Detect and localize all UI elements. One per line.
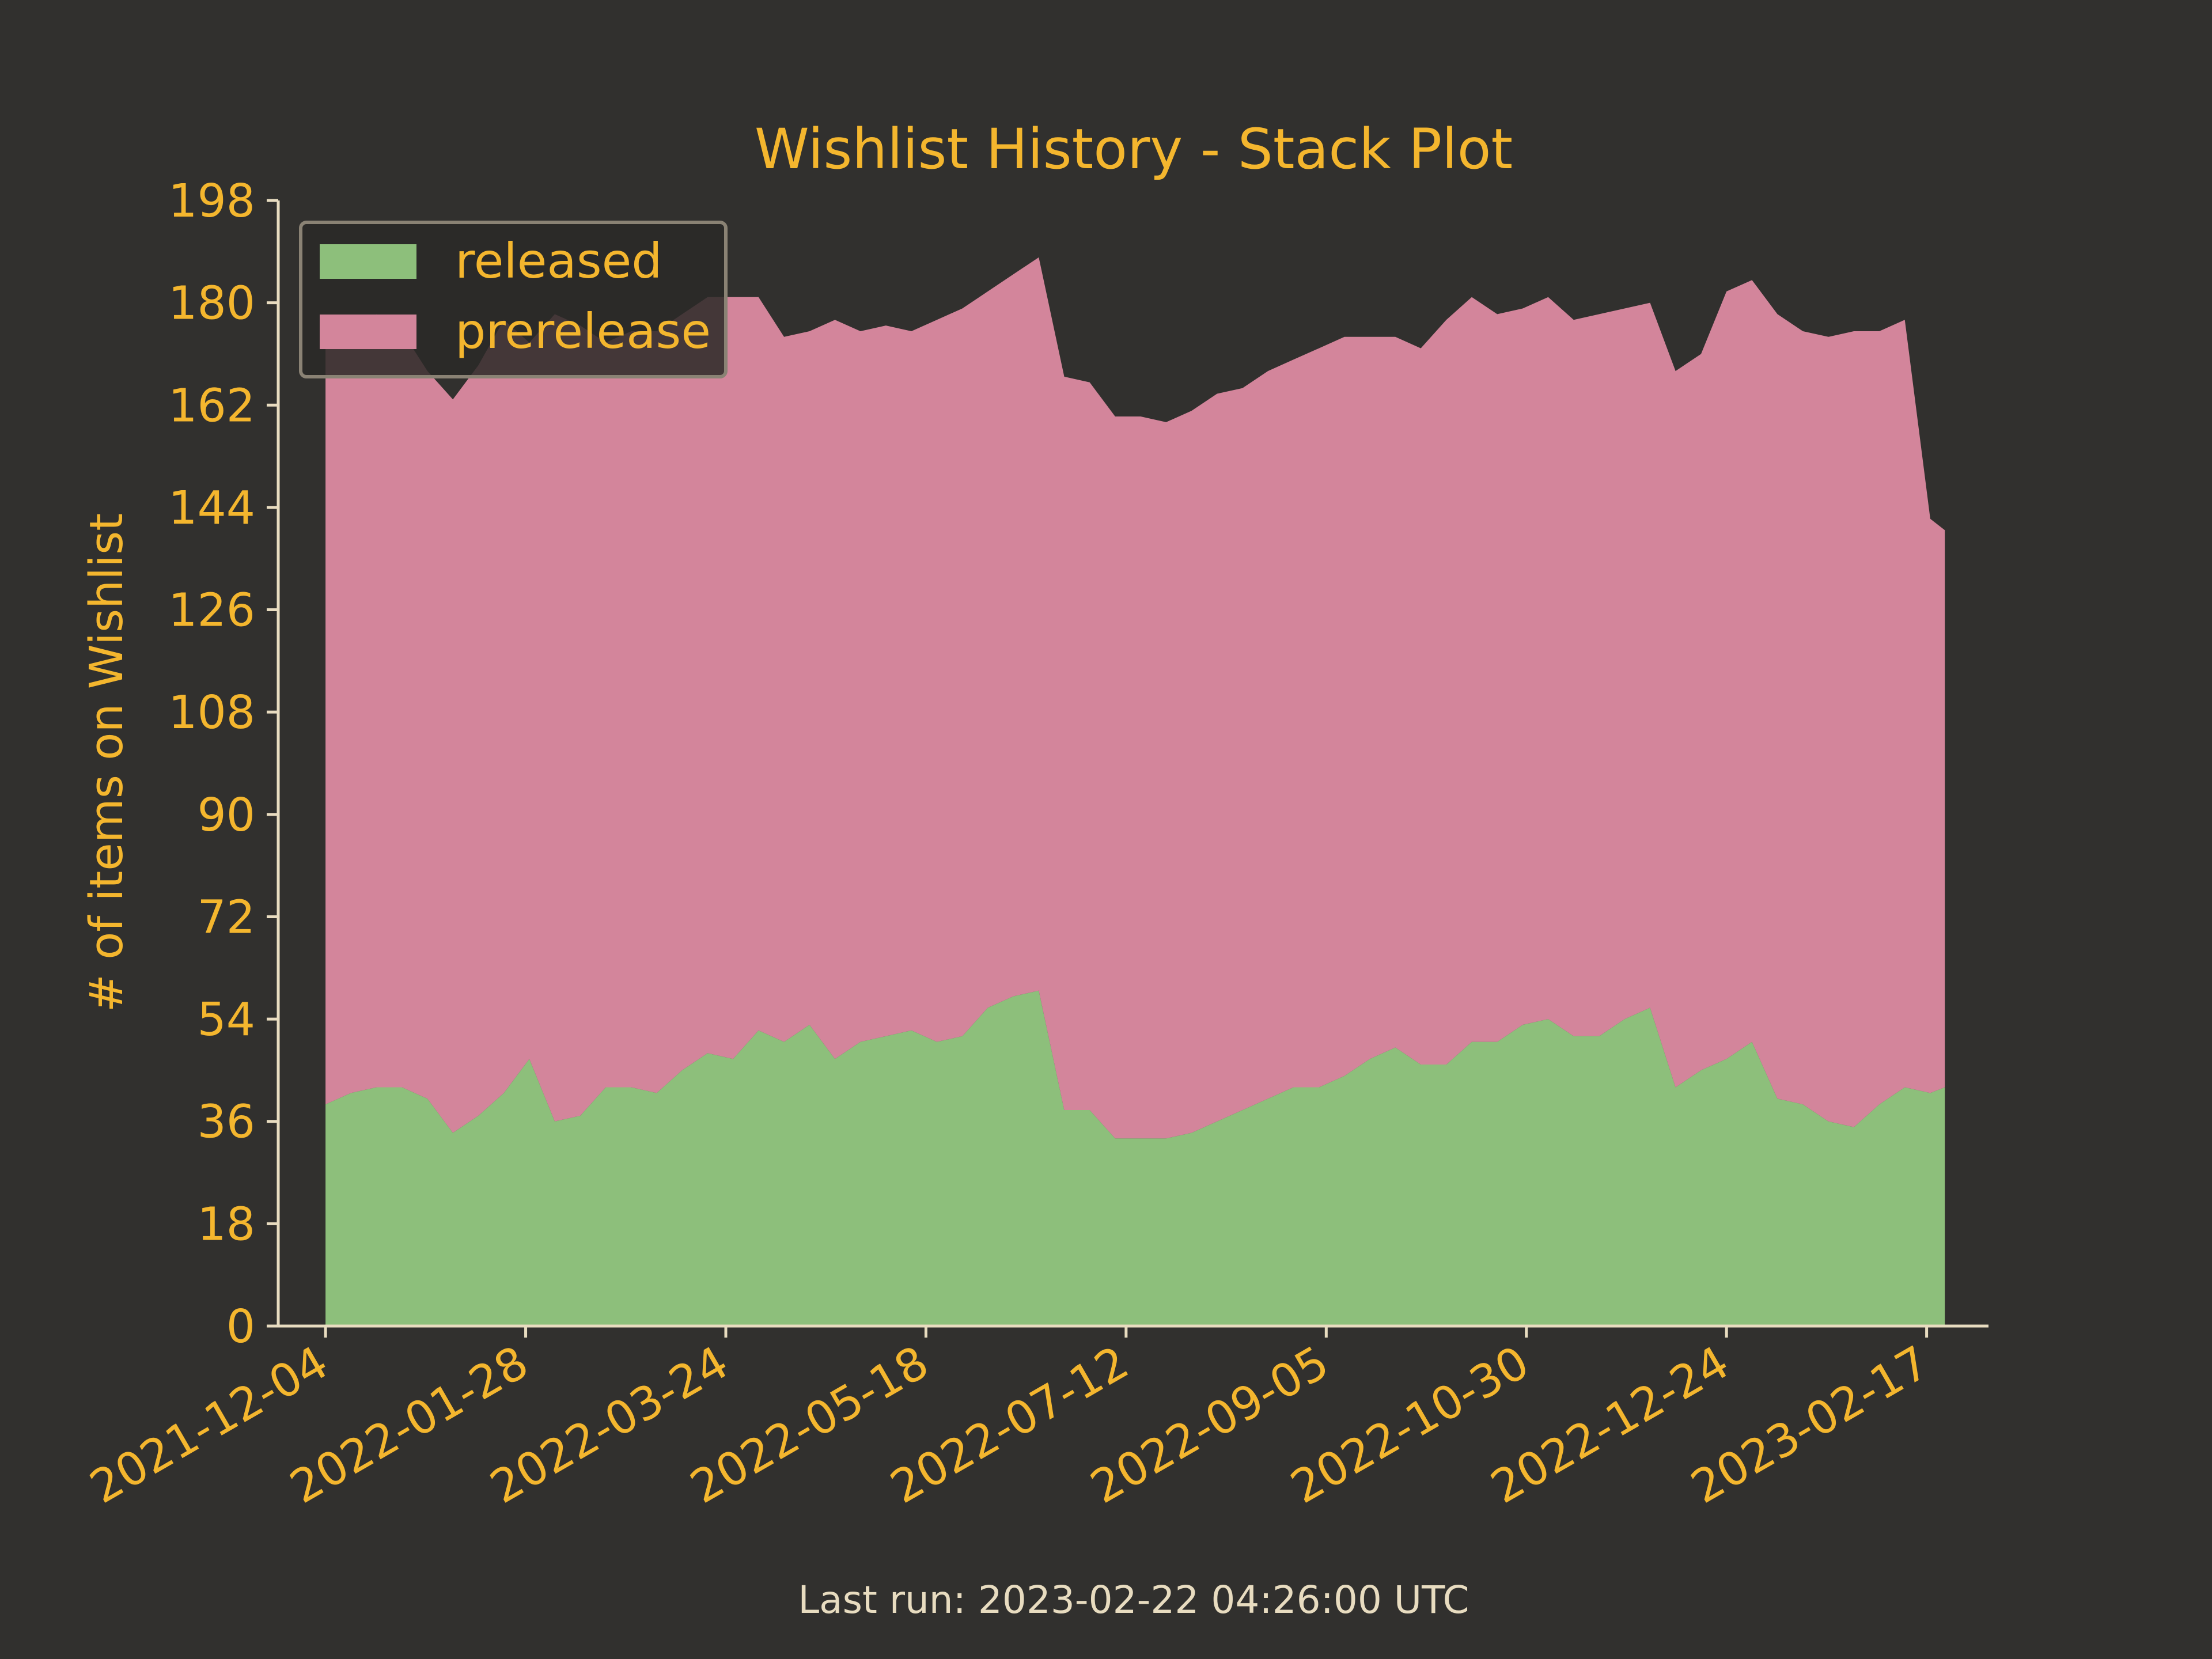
y-tick-label: 90 bbox=[197, 789, 255, 842]
y-tick-label: 144 bbox=[168, 482, 255, 535]
y-tick-label: 36 bbox=[197, 1096, 255, 1149]
legend-swatch-prerelease bbox=[320, 315, 416, 349]
y-tick-label: 0 bbox=[226, 1300, 255, 1353]
area-released bbox=[325, 990, 1945, 1326]
chart-title: Wishlist History - Stack Plot bbox=[755, 117, 1513, 181]
y-tick-label: 126 bbox=[168, 584, 255, 637]
y-tick-label: 72 bbox=[197, 891, 255, 944]
y-tick-label: 54 bbox=[197, 993, 255, 1046]
legend-swatch-released bbox=[320, 244, 416, 279]
y-tick-label: 198 bbox=[168, 175, 255, 228]
y-tick-label: 162 bbox=[168, 379, 255, 432]
y-axis-label: # of items on Wishlist bbox=[80, 513, 133, 1012]
y-tick-label: 180 bbox=[168, 277, 255, 330]
y-tick-label: 108 bbox=[168, 686, 255, 739]
area-prerelease bbox=[325, 257, 1945, 1139]
footer-last-run: Last run: 2023-02-22 04:26:00 UTC bbox=[798, 1578, 1469, 1622]
y-tick-label: 18 bbox=[197, 1198, 255, 1251]
stacked-areas bbox=[325, 257, 1945, 1326]
legend: released prerelease bbox=[299, 221, 728, 378]
legend-label-released: released bbox=[455, 233, 662, 289]
legend-label-prerelease: prerelease bbox=[455, 303, 711, 359]
chart-axes bbox=[276, 200, 1988, 1328]
